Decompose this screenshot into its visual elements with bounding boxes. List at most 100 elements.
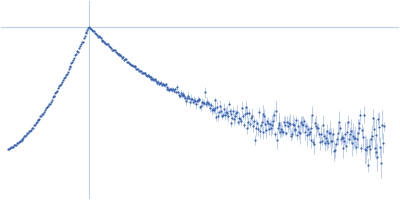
- Point: [162, 83, 168, 87]
- Point: [146, 75, 153, 78]
- Point: [131, 66, 138, 69]
- Point: [198, 105, 204, 108]
- Point: [44, 105, 50, 109]
- Point: [7, 146, 14, 149]
- Point: [160, 82, 166, 85]
- Point: [130, 65, 136, 68]
- Point: [245, 121, 252, 124]
- Point: [368, 137, 374, 140]
- Point: [272, 133, 278, 136]
- Point: [157, 81, 163, 84]
- Point: [270, 119, 276, 123]
- Point: [120, 56, 126, 59]
- Point: [82, 34, 88, 37]
- Point: [364, 145, 370, 149]
- Point: [102, 42, 108, 45]
- Point: [64, 70, 71, 74]
- Point: [208, 109, 215, 112]
- Point: [194, 99, 200, 102]
- Point: [122, 58, 128, 61]
- Point: [334, 137, 340, 140]
- Point: [142, 72, 148, 75]
- Point: [368, 135, 375, 138]
- Point: [309, 113, 316, 116]
- Point: [124, 60, 130, 63]
- Point: [32, 122, 39, 125]
- Point: [106, 45, 112, 48]
- Point: [30, 126, 36, 129]
- Point: [118, 55, 124, 58]
- Point: [156, 82, 162, 85]
- Point: [223, 110, 229, 113]
- Point: [352, 146, 359, 149]
- Point: [256, 111, 262, 114]
- Point: [70, 59, 76, 62]
- Point: [62, 73, 69, 76]
- Point: [370, 128, 377, 131]
- Point: [27, 130, 33, 133]
- Point: [153, 79, 159, 82]
- Point: [266, 127, 272, 130]
- Point: [204, 100, 210, 104]
- Point: [152, 78, 158, 81]
- Point: [303, 125, 309, 128]
- Point: [256, 130, 263, 133]
- Point: [143, 74, 149, 77]
- Point: [224, 111, 230, 114]
- Point: [50, 96, 56, 99]
- Point: [320, 135, 327, 138]
- Point: [359, 128, 366, 131]
- Point: [338, 137, 344, 140]
- Point: [38, 115, 44, 118]
- Point: [46, 103, 52, 106]
- Point: [249, 114, 255, 118]
- Point: [117, 54, 124, 57]
- Point: [192, 103, 199, 106]
- Point: [141, 72, 147, 75]
- Point: [39, 112, 46, 116]
- Point: [121, 58, 127, 61]
- Point: [133, 67, 140, 70]
- Point: [340, 136, 347, 139]
- Point: [164, 87, 171, 90]
- Point: [107, 45, 113, 49]
- Point: [43, 107, 49, 110]
- Point: [126, 61, 132, 64]
- Point: [348, 129, 354, 132]
- Point: [149, 77, 156, 80]
- Point: [144, 74, 151, 77]
- Point: [67, 64, 74, 67]
- Point: [78, 43, 84, 46]
- Point: [238, 119, 244, 122]
- Point: [323, 130, 330, 133]
- Point: [278, 127, 284, 130]
- Point: [115, 54, 122, 57]
- Point: [148, 77, 155, 80]
- Point: [360, 136, 366, 139]
- Point: [372, 150, 379, 153]
- Point: [162, 83, 169, 86]
- Point: [247, 122, 254, 126]
- Point: [354, 137, 360, 140]
- Point: [376, 125, 382, 128]
- Point: [345, 120, 352, 123]
- Point: [260, 131, 267, 134]
- Point: [176, 94, 183, 98]
- Point: [213, 115, 220, 118]
- Point: [183, 99, 190, 102]
- Point: [103, 42, 110, 45]
- Point: [267, 123, 273, 126]
- Point: [96, 35, 102, 38]
- Point: [80, 40, 86, 43]
- Point: [227, 122, 234, 125]
- Point: [94, 33, 100, 37]
- Point: [160, 83, 167, 87]
- Point: [66, 67, 72, 70]
- Point: [78, 41, 85, 44]
- Point: [71, 56, 78, 59]
- Point: [338, 136, 345, 139]
- Point: [146, 75, 152, 78]
- Point: [250, 124, 256, 128]
- Point: [343, 145, 350, 148]
- Point: [45, 104, 51, 107]
